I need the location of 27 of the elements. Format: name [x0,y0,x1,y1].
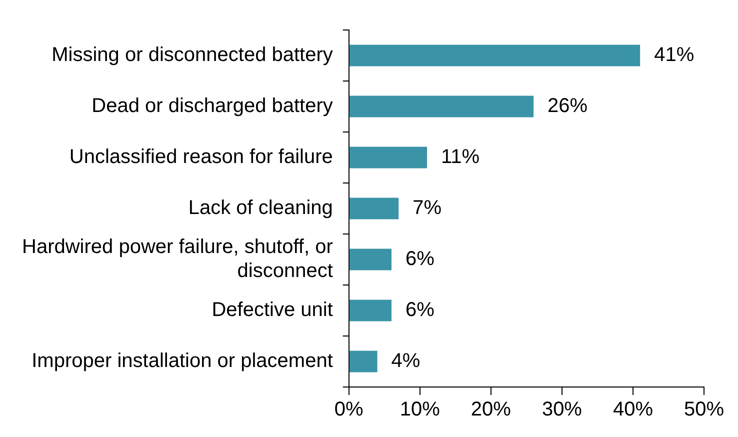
x-tick-label: 50% [684,398,724,421]
bar [349,146,428,168]
y-tick-label: Improper installation or placement [32,350,334,372]
data-label: 6% [406,248,435,270]
x-tick-label: 40% [612,398,654,421]
y-tick-label: Defective unit [212,299,334,322]
bar [349,350,378,372]
data-label: 7% [412,197,442,220]
y-tick-label: Dead or discharged battery [92,95,333,118]
y-tick-label: Hardwired power failure, shutoff, or disconnect [22,236,334,282]
bar [349,300,392,322]
x-tick-label: 10% [400,398,440,421]
data-label: 11% [441,146,480,168]
bar [349,198,399,220]
x-tick-label: 30% [542,398,582,421]
bar [349,248,392,270]
x-tick-label: 20% [470,398,512,421]
bar [349,96,534,118]
y-tick-label: Missing or disconnected battery [52,44,333,66]
y-tick-label: Lack of cleaning [188,197,333,220]
data-label: 41% [654,44,694,66]
bar [349,44,640,66]
data-label: 4% [391,350,420,372]
y-tick-label: Unclassified reason for failure [69,146,333,168]
x-tick-label: 0% [334,398,364,421]
data-label: 26% [548,95,588,118]
data-label: 6% [406,299,435,322]
